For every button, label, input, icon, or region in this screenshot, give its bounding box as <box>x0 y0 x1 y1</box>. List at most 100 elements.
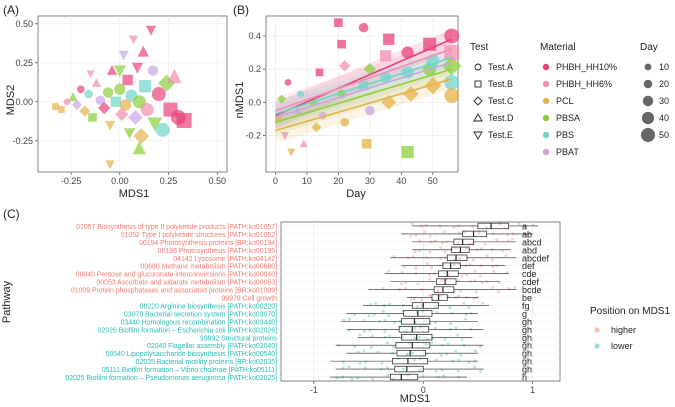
panel-c-jitter-point <box>362 349 366 353</box>
panel-c-jitter-point <box>443 230 447 234</box>
panel-b-point <box>444 45 460 60</box>
panel-c-jitter-point <box>439 246 443 250</box>
panel-c-jitter-point <box>400 271 404 275</box>
panel-c-jitter-point <box>413 250 417 254</box>
panel-c-box <box>394 365 424 373</box>
panel-c-jitter-point <box>457 231 461 235</box>
panel-c-jitter-point <box>342 360 346 364</box>
panel-c-jitter-point <box>341 366 345 370</box>
panel-c-xlabel: MDS1 <box>400 393 431 405</box>
panel-b-label: (B) <box>233 3 249 17</box>
panel-c-pathway-label: 00540 Lipopolysaccharide biosynthesis [P… <box>106 351 277 358</box>
panel-c-jitter-point <box>473 279 477 283</box>
panel-c-letter-group: cde <box>522 269 537 279</box>
panel-c-jitter-point <box>358 333 362 337</box>
panel-c-box <box>477 222 509 230</box>
panel-c-jitter-point <box>371 334 375 338</box>
panel-c-jitter-point <box>462 301 466 305</box>
panel-c-jitter-point <box>413 336 417 340</box>
panel-b-ytick-label: -0.2 <box>245 130 261 140</box>
panel-c-jitter-point <box>362 318 366 322</box>
panel-c-jitter-point <box>456 333 460 337</box>
panel-b-point <box>280 132 289 140</box>
panel-c-jitter-point <box>449 322 453 326</box>
legend-position-label: higher <box>611 325 636 335</box>
panel-c-jitter-point <box>408 341 412 345</box>
panel-a-xtick-label: 0.25 <box>160 176 178 186</box>
panel-c-pathway-label: 00040 Pentose and glucuronate interconve… <box>76 272 277 279</box>
panel-c-jitter-point <box>403 330 407 334</box>
panel-a-xtick-label: 0.00 <box>111 176 129 186</box>
panel-c-xtick-label: 0 <box>421 385 426 395</box>
panel-c-jitter-point <box>424 223 428 227</box>
panel-c-jitter-point <box>439 257 443 261</box>
panel-c-jitter-point <box>459 353 463 357</box>
panel-c-jitter-point <box>420 298 424 302</box>
panel-c-jitter-point <box>385 341 389 345</box>
panel-c-jitter-point <box>413 326 417 330</box>
panel-c-letter-group: ab <box>522 229 532 239</box>
legend-area: Test.A Test.B Test.C Test.D Test.E PHBH_HH10%… <box>473 62 669 351</box>
panel-c-jitter-point <box>409 234 413 238</box>
panel-a-point <box>131 62 144 74</box>
legend-material-label: PCL <box>556 96 574 106</box>
panel-c-jitter-point <box>391 345 395 349</box>
panel-c-jitter-point <box>381 309 385 313</box>
panel-a-point <box>106 65 118 75</box>
panel-c-jitter-point <box>464 317 468 321</box>
panel-c-jitter-point <box>335 376 339 380</box>
panel-c-jitter-point <box>473 365 477 369</box>
panel-c-pathway-label: 05111 Biofilm formation – Vibrio cholera… <box>102 367 277 374</box>
panel-c-jitter-point <box>401 309 405 313</box>
panel-c-letter-group: gh <box>522 325 532 335</box>
panel-a-point <box>105 160 115 170</box>
panel-c-jitter-point <box>412 297 416 301</box>
panel-c-jitter-point <box>383 330 387 334</box>
panel-a-point <box>133 128 150 145</box>
panel-c-pathway-label: 02035 Bacterial motility proteins [BR:ko… <box>136 359 277 366</box>
panel-a-xtick-label: 0.50 <box>208 176 226 186</box>
panel-c-box <box>401 318 431 325</box>
panel-a-plot: -0.25 0.00 0.25 0.50 -0.25 0.00 0.25 0.50 <box>12 15 228 186</box>
panel-a-point <box>71 99 82 110</box>
legend-day-symbol <box>641 111 655 125</box>
panel-a-point <box>151 87 166 101</box>
panel-a-point <box>57 106 65 113</box>
panel-c-jitter-point <box>353 313 357 317</box>
panel-c-jitter-point <box>405 352 409 356</box>
panel-c-jitter-point <box>347 328 351 332</box>
panel-c-jitter-point <box>410 222 414 226</box>
panel-c-jitter-point <box>473 269 477 273</box>
panel-c-jitter-point <box>427 273 431 277</box>
panel-c-jitter-point <box>473 349 477 353</box>
panel-c-jitter-point <box>369 302 373 306</box>
panel-b-point <box>424 77 442 95</box>
panel-b-point <box>311 122 322 133</box>
panel-c-jitter-point <box>411 255 415 259</box>
panel-c-letter-group: g <box>522 309 527 319</box>
panel-b-point <box>297 90 305 98</box>
panel-c-jitter-point <box>440 241 444 245</box>
legend-test-label: Test.D <box>488 113 514 123</box>
panel-c-jitter-point <box>478 344 482 348</box>
panel-c-jitter-point <box>467 306 471 310</box>
panel-a-point <box>113 65 127 78</box>
panel-c-jitter-point <box>387 269 391 273</box>
panel-c-xtick-label: 1 <box>530 385 535 395</box>
panel-b-point <box>442 56 462 76</box>
panel-c-letter-group: be <box>522 293 532 303</box>
panel-b-point <box>358 22 369 33</box>
panel-c-pathway-label: 99978 Cell growth <box>221 296 277 303</box>
legend-material-label: PBAT <box>556 147 579 157</box>
panel-c-jitter-point <box>356 376 360 380</box>
panel-c-jitter-point <box>363 366 367 370</box>
panel-c-jitter-point <box>414 266 418 270</box>
panel-b-point <box>444 88 460 104</box>
legend-test-symbol <box>473 113 483 122</box>
panel-c-jitter-point <box>452 225 456 229</box>
panel-c-pathway-label: 00195 Photosynthesis [PATH:ko00195] <box>158 248 277 255</box>
panel-c-jitter-point <box>505 271 509 275</box>
panel-c-pathway-label: 03440 Homologous recombination [PATH:ko0… <box>121 319 277 326</box>
panel-c-jitter-point <box>464 313 468 317</box>
panel-b-ytick-label: 0.2 <box>248 64 261 74</box>
